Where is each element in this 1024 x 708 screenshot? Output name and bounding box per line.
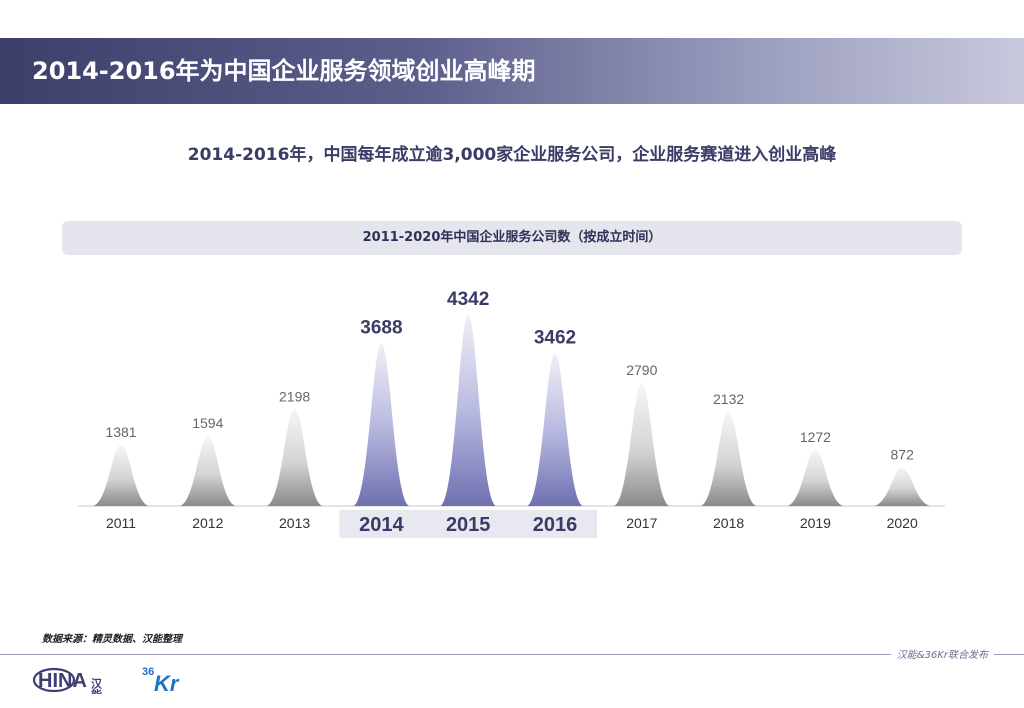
page-subtitle: 2014-2016年，中国每年成立逾3,000家企业服务公司，企业服务赛道进入创…: [187, 145, 837, 165]
bar-2015: [440, 314, 497, 506]
tick-label-2017: 2017: [626, 515, 657, 531]
bar-2020: [874, 467, 931, 506]
highlight-band: [339, 510, 597, 538]
value-label-2019: 1272: [800, 429, 831, 445]
header-banner: 2014-2016年为中国企业服务领域创业高峰期: [0, 38, 1024, 104]
tick-label-2016: 2016: [533, 514, 578, 536]
tick-label-2019: 2019: [800, 515, 831, 531]
china-logo-text: HINA: [38, 670, 87, 692]
bar-2013: [266, 409, 323, 506]
tick-label-2018: 2018: [713, 515, 744, 531]
tick-label-2014: 2014: [359, 514, 404, 536]
footer-divider: [0, 654, 1024, 655]
value-label-2018: 2132: [713, 391, 744, 407]
36kr-logo-icon: 36 Kr: [142, 666, 180, 694]
tick-label-2013: 2013: [279, 515, 310, 531]
china-logo-icon: HINA 汉能: [32, 667, 103, 694]
chart-title: 2011-2020年中国企业服务公司数（按成立时间）: [362, 230, 662, 245]
bar-2011: [93, 445, 149, 506]
bar-2018: [700, 412, 757, 506]
data-source: 数据来源：精灵数据、汉能整理: [42, 634, 182, 645]
tick-label-2015: 2015: [446, 514, 491, 536]
36kr-logo-main: Kr: [154, 671, 180, 694]
value-label-2014: 3688: [360, 318, 402, 339]
bar-2016: [527, 353, 583, 506]
bar-2019: [787, 450, 844, 506]
tick-label-2020: 2020: [887, 515, 918, 531]
value-label-2011: 1381: [105, 424, 136, 440]
china-logo-extra: 汉能: [90, 677, 103, 694]
bar-2014: [353, 343, 410, 506]
bar-chart: 138115942198368843423462279021321272872 …: [78, 290, 945, 538]
publisher-note: 汉能&36Kr联合发布: [890, 646, 994, 661]
36kr-logo-top: 36: [142, 666, 154, 678]
page-title: 2014-2016年为中国企业服务领域创业高峰期: [32, 57, 536, 85]
bar-2012: [179, 435, 236, 506]
value-label-2013: 2198: [279, 388, 310, 404]
value-label-2017: 2790: [626, 362, 657, 378]
value-label-2016: 3462: [534, 328, 576, 349]
bar-2017: [613, 383, 670, 506]
value-label-2020: 872: [891, 447, 915, 463]
value-label-2015: 4342: [447, 290, 489, 310]
value-label-2012: 1594: [192, 415, 223, 431]
tick-label-2012: 2012: [192, 515, 223, 531]
chart-title-bar: 2011-2020年中国企业服务公司数（按成立时间）: [62, 221, 962, 255]
tick-label-2011: 2011: [106, 515, 136, 531]
